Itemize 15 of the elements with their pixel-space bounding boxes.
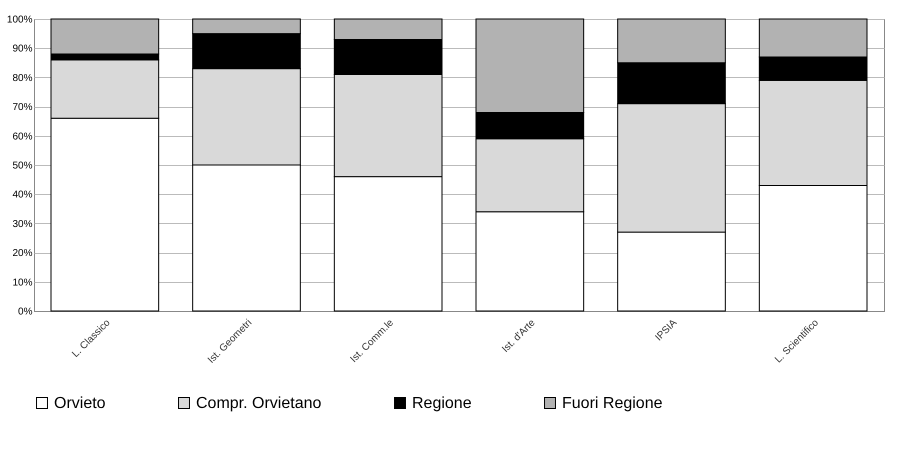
y-tick-label: 80%	[12, 72, 33, 84]
y-tick-label: 0%	[18, 306, 33, 318]
y-tick-label: 60%	[12, 131, 33, 142]
y-tick-label: 30%	[12, 218, 33, 230]
legend-label: Regione	[412, 395, 472, 412]
y-tick-label: 20%	[12, 248, 33, 260]
y-tick-label: 90%	[12, 44, 33, 55]
y-tick-label: 50%	[12, 160, 33, 172]
legend-label: Fuori Regione	[562, 395, 663, 412]
legend-label: Compr. Orvietano	[196, 395, 322, 412]
y-tick-label: 10%	[12, 277, 33, 288]
y-tick-label: 40%	[12, 190, 33, 201]
y-tick-label: 70%	[12, 102, 33, 114]
legend-label: Orvieto	[54, 395, 106, 412]
y-tick-label: 100%	[6, 14, 33, 26]
